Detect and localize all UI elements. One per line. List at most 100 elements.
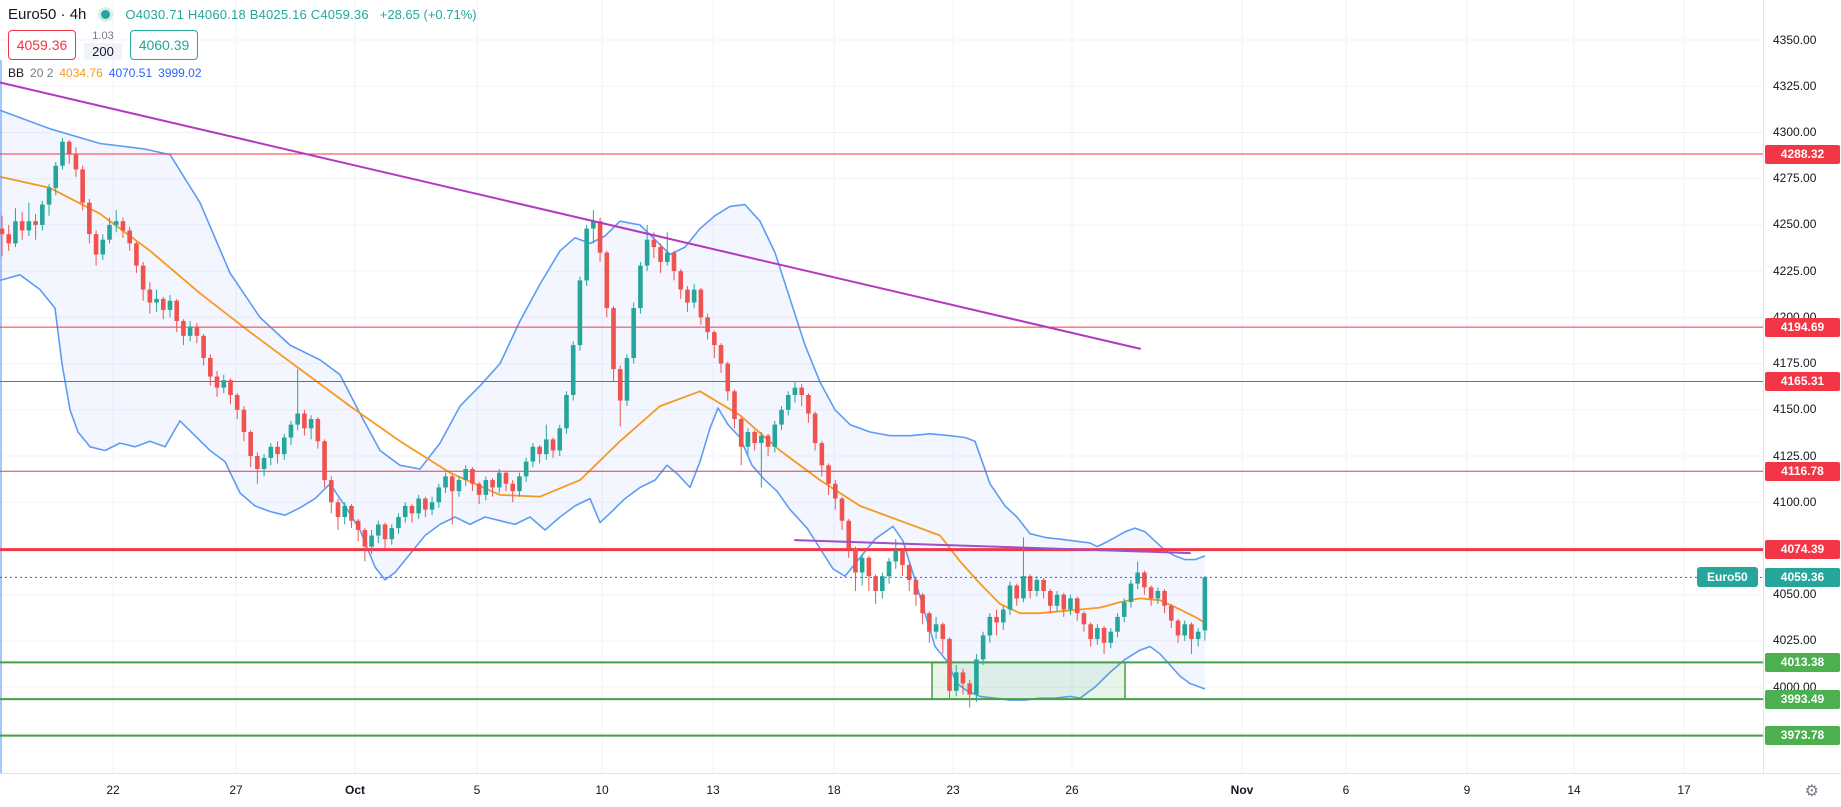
price-tick-label: 4050.00 <box>1773 587 1817 602</box>
price-axis[interactable]: 4350.00 4325.00 4300.00 4275.00 4250.00 4225.… <box>1763 0 1841 773</box>
indicator-name[interactable]: BB <box>8 66 25 80</box>
price-level-badge: 4288.32 <box>1765 144 1840 164</box>
spread-value: 1.03 <box>92 30 114 42</box>
candle-body <box>913 579 919 595</box>
price-tick-label: 4100.00 <box>1773 494 1817 509</box>
candle-body <box>873 576 878 592</box>
time-tick-label: 23 <box>946 783 960 797</box>
candle-body <box>933 624 939 632</box>
candle-body <box>604 252 610 309</box>
candle-body <box>517 476 522 492</box>
candle-body <box>779 409 784 425</box>
candle-body <box>678 271 684 290</box>
candle-body <box>342 505 348 518</box>
candle-body <box>1054 594 1060 606</box>
price-tick-label: 4025.00 <box>1773 633 1817 648</box>
candle-body <box>866 557 872 577</box>
candle-body <box>443 476 448 488</box>
symbol-title[interactable]: Euro50 · 4h <box>8 5 87 23</box>
time-tick-label: 10 <box>595 783 609 797</box>
candle-body <box>806 395 811 414</box>
candle-body <box>1155 591 1161 599</box>
quantity-value[interactable]: 200 <box>84 43 122 60</box>
candle-body <box>255 456 260 469</box>
trendline[interactable] <box>0 81 1141 350</box>
buy-button[interactable]: 4060.39 <box>130 30 198 60</box>
candle-body <box>839 498 845 521</box>
price-level-badge: 4165.31 <box>1765 371 1840 391</box>
chart-canvas[interactable] <box>0 0 1763 773</box>
candle-body <box>470 468 475 484</box>
candle-body <box>187 326 193 336</box>
candle-body <box>745 431 751 447</box>
candle-body <box>591 221 596 229</box>
price-level-badge: 4074.39 <box>1765 540 1840 560</box>
candle-body <box>288 424 294 438</box>
candle-body <box>181 321 186 336</box>
time-tick-label: Oct <box>344 783 366 797</box>
candle-body <box>624 358 630 401</box>
candle-body <box>93 234 99 255</box>
candle-body <box>1202 577 1208 631</box>
candle-body <box>241 409 247 432</box>
candle-body <box>732 391 737 420</box>
time-tick-label: 6 <box>1342 783 1350 797</box>
candle-body <box>671 252 677 272</box>
change-value: +28.65 (+0.71%) <box>379 6 477 22</box>
candle-body <box>308 419 314 429</box>
candle-body <box>564 395 569 429</box>
candle-body <box>510 483 516 492</box>
candle-body <box>1014 585 1020 599</box>
candle-body <box>1027 576 1033 592</box>
candle-body <box>376 524 381 536</box>
candle-body <box>900 550 905 566</box>
candle-body <box>1021 576 1026 599</box>
candle-body <box>994 616 999 623</box>
time-tick-label: 18 <box>827 783 841 797</box>
candle-body <box>664 252 670 262</box>
candle-body <box>1108 631 1114 643</box>
time-axis[interactable]: ⚙ 22 27 Oct 5 10 13 18 23 26 Nov 6 9 14 17 <box>0 773 1841 807</box>
candle-body <box>1061 594 1067 610</box>
candle-body <box>1095 627 1100 640</box>
price-tick-label: 4250.00 <box>1773 217 1817 232</box>
candle-body <box>953 672 959 691</box>
candle-body <box>423 498 428 510</box>
candle-body <box>1168 605 1174 621</box>
candle-body <box>26 221 32 231</box>
candle-body <box>382 524 388 540</box>
bb-basis-value: 4034.76 <box>59 66 103 80</box>
candle-body <box>597 221 603 253</box>
trendline[interactable] <box>794 539 1191 555</box>
candle-body <box>0 228 5 235</box>
current-price-badge: 4059.36 <box>1765 567 1840 587</box>
candle-body <box>893 550 899 562</box>
time-tick-label: 13 <box>706 783 720 797</box>
candle-body <box>40 204 45 225</box>
candle-body <box>577 280 583 346</box>
candle-body <box>302 413 307 429</box>
time-tick-label: Nov <box>1230 783 1254 797</box>
sell-button[interactable]: 4059.36 <box>8 30 76 60</box>
candle-body <box>617 369 623 401</box>
time-tick-label: 5 <box>473 783 481 797</box>
indicator-legend: BB 20 2 4034.76 4070.51 3999.02 <box>8 66 477 80</box>
candle-body <box>1135 572 1140 584</box>
candle-body <box>705 317 710 333</box>
candle-body <box>113 221 119 225</box>
candle-body <box>369 535 374 547</box>
candle-body <box>362 529 368 547</box>
candle-body <box>355 520 361 530</box>
time-tick-label: 27 <box>229 783 243 797</box>
candle-body <box>1041 579 1046 592</box>
candle-body <box>127 230 132 244</box>
candle-body <box>80 169 85 203</box>
bb-upper-value: 4070.51 <box>108 66 153 80</box>
axis-settings-gear-icon[interactable]: ⚙ <box>1804 783 1819 800</box>
candle-body <box>523 461 529 477</box>
candle-body <box>87 202 92 235</box>
candle-body <box>33 221 38 225</box>
candle-body <box>544 439 549 455</box>
candle-body <box>160 298 166 310</box>
